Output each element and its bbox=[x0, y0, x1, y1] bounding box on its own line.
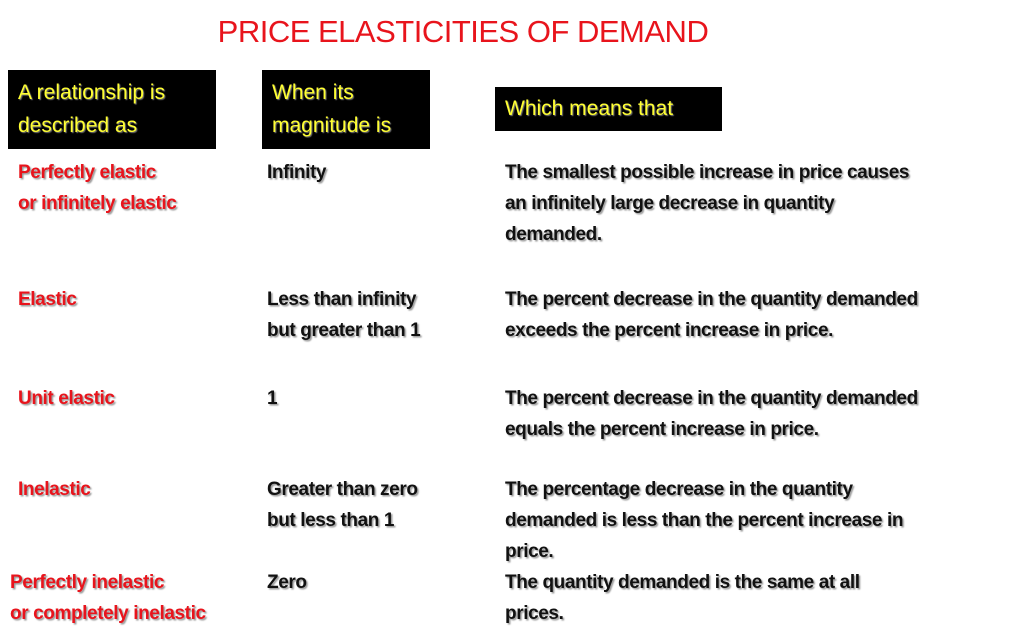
cell-described: Unit elastic bbox=[18, 383, 115, 414]
cell-line: but less than 1 bbox=[267, 510, 395, 531]
header-line: magnitude is bbox=[272, 114, 392, 137]
cell-line: Less than infinity bbox=[267, 289, 417, 310]
cell-line: demanded is less than the percent increa… bbox=[505, 510, 904, 531]
cell-line: but greater than 1 bbox=[267, 320, 421, 341]
cell-line: exceeds the percent increase in price. bbox=[505, 320, 834, 341]
header-magnitude: When its magnitude is bbox=[262, 70, 430, 149]
cell-line: Elastic bbox=[18, 289, 77, 310]
cell-line: The smallest possible increase in price … bbox=[505, 162, 910, 183]
cell-line: Zero bbox=[267, 572, 307, 593]
cell-line: price. bbox=[505, 541, 554, 562]
header-line: described as bbox=[18, 114, 138, 137]
cell-described: Elastic bbox=[18, 284, 77, 315]
cell-meaning: The quantity demanded is the same at all… bbox=[505, 567, 860, 629]
cell-line: Inelastic bbox=[18, 479, 91, 500]
cell-line: Perfectly elastic bbox=[18, 162, 156, 183]
header-line: When its bbox=[272, 81, 354, 104]
cell-meaning: The percentage decrease in the quantity d… bbox=[505, 474, 903, 567]
header-line: Which means that bbox=[505, 97, 674, 120]
cell-line: Perfectly inelastic bbox=[10, 572, 164, 593]
cell-line: or completely inelastic bbox=[10, 603, 206, 624]
cell-meaning: The percent decrease in the quantity dem… bbox=[505, 284, 918, 346]
cell-described: Perfectly inelastic or completely inelast… bbox=[10, 567, 206, 629]
cell-meaning: The smallest possible increase in price … bbox=[505, 157, 909, 250]
cell-described: Perfectly elastic or infinitely elastic bbox=[18, 157, 177, 219]
cell-line: Unit elastic bbox=[18, 388, 115, 409]
cell-line: or infinitely elastic bbox=[18, 193, 177, 214]
cell-line: 1 bbox=[267, 388, 278, 409]
cell-line: The percent decrease in the quantity dem… bbox=[505, 289, 918, 310]
cell-line: equals the percent increase in price. bbox=[505, 419, 819, 440]
cell-line: demanded. bbox=[505, 224, 602, 245]
page-title: PRICE ELASTICITIES OF DEMAND bbox=[217, 14, 709, 49]
cell-line: Greater than zero bbox=[267, 479, 418, 500]
cell-line: Infinity bbox=[267, 162, 327, 183]
header-line: A relationship is bbox=[18, 81, 166, 104]
cell-magnitude: 1 bbox=[267, 383, 278, 414]
header-described: A relationship is described as bbox=[8, 70, 216, 149]
cell-line: an infinitely large decrease in quantity bbox=[505, 193, 835, 214]
cell-magnitude: Less than infinity but greater than 1 bbox=[267, 284, 421, 346]
cell-magnitude: Zero bbox=[267, 567, 307, 598]
cell-magnitude: Infinity bbox=[267, 157, 326, 188]
cell-magnitude: Greater than zero but less than 1 bbox=[267, 474, 418, 536]
cell-line: The percent decrease in the quantity dem… bbox=[505, 388, 918, 409]
cell-line: The quantity demanded is the same at all bbox=[505, 572, 860, 593]
header-meaning: Which means that bbox=[495, 87, 722, 131]
cell-line: The percentage decrease in the quantity bbox=[505, 479, 853, 500]
cell-line: prices. bbox=[505, 603, 564, 624]
cell-described: Inelastic bbox=[18, 474, 91, 505]
cell-meaning: The percent decrease in the quantity dem… bbox=[505, 383, 918, 445]
